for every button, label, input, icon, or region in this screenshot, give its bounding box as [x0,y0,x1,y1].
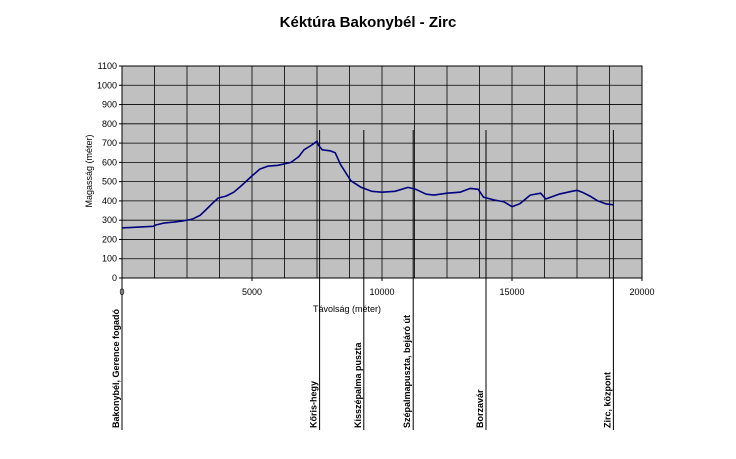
waypoint-markers: Bakonybél, Gerence fogadó Kőris-hegy Kissz… [111,66,614,430]
waypoint-label: Borzavár [475,389,485,428]
y-tick-label: 800 [102,119,117,129]
waypoint-label: Bakonybél, Gerence fogadó [111,308,121,428]
y-tick-label: 200 [102,234,117,244]
y-tick-label: 900 [102,100,117,110]
x-tick-label: 20000 [629,287,654,297]
x-tick-label: 10000 [369,287,394,297]
x-tick-label: 5000 [242,287,262,297]
y-tick-labels: 0 100 200 300 400 500 600 700 800 900 1000 1100 [97,61,122,283]
elevation-line [121,140,614,229]
y-tick-label: 400 [102,196,117,206]
y-tick-label: 300 [102,215,117,225]
chart-title: Kéktúra Bakonybél - Zirc [279,14,457,31]
waypoint-label: Kőris-hegy [309,381,319,428]
series-group [121,140,614,229]
y-tick-label: 700 [102,138,117,148]
x-axis-label: Távolság (méter) [313,304,381,314]
y-tick-label: 0 [112,273,117,283]
y-axis-label: Magasság (méter) [84,134,94,207]
waypoint-label: Szépalmapuszta, bejáró út [402,315,412,428]
waypoint-label: Zirc, központ [602,372,612,428]
y-tick-label: 100 [102,254,117,264]
waypoint-label: Kisszépalma puszta [353,341,363,428]
y-tick-label: 500 [102,177,117,187]
y-tick-label: 1000 [97,80,117,90]
x-tick-label: 15000 [499,287,524,297]
y-tick-label: 600 [102,157,117,167]
y-tick-label: 1100 [98,61,117,71]
